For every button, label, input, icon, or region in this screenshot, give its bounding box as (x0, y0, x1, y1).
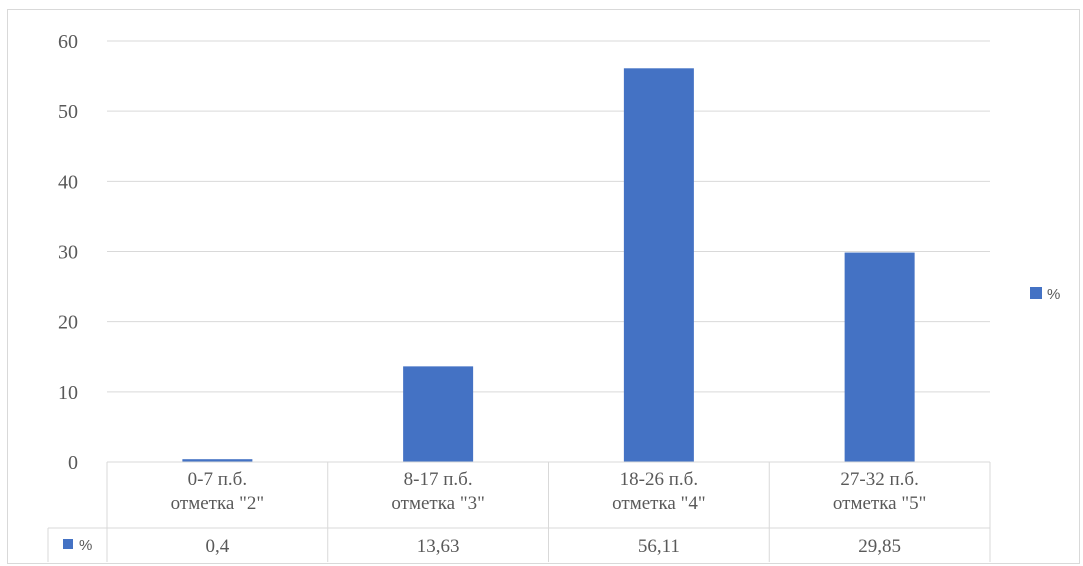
data-table-value: 29,85 (858, 536, 901, 557)
category-labels: 0-7 п.б. отметка "2" 8-17 п.б. отметка "3" 1… (171, 469, 927, 514)
y-tick-label: 0 (68, 452, 78, 474)
y-tick-label: 10 (58, 382, 78, 404)
y-tick-label: 30 (58, 242, 78, 264)
category-label: 8-17 п.б. (404, 469, 473, 490)
data-table-legend-key (63, 539, 73, 549)
legend: % (1030, 286, 1060, 303)
category-label: 27-32 п.б. (840, 469, 918, 490)
bars (182, 68, 915, 462)
gridlines (107, 40, 990, 393)
y-tick-label: 60 (58, 31, 78, 53)
y-tick-label: 50 (58, 101, 78, 123)
category-label: отметка "5" (833, 493, 926, 514)
category-label: 0-7 п.б. (188, 469, 247, 490)
category-label: отметка "3" (391, 493, 484, 514)
data-table-series-label: % (79, 537, 92, 554)
bar (844, 252, 915, 462)
y-tick-label: 20 (58, 312, 78, 334)
category-label: 18-26 п.б. (620, 469, 698, 490)
y-axis-tick-labels: 0 10 20 30 40 50 60 (58, 31, 78, 474)
data-table-value: 13,63 (417, 536, 460, 557)
data-table-value: 56,11 (638, 536, 680, 557)
bar (182, 459, 253, 462)
data-table: 0-7 п.б. отметка "2" 8-17 п.б. отметка "3" 1… (47, 461, 991, 562)
data-table-value: 0,4 (206, 536, 230, 557)
legend-key-percent (1030, 287, 1042, 299)
bar (403, 366, 474, 462)
category-label: отметка "4" (612, 493, 705, 514)
legend-label: % (1047, 286, 1060, 303)
data-table-values: 0,4 13,63 56,11 29,85 (206, 536, 902, 557)
y-tick-label: 40 (58, 171, 78, 193)
data-table-lines (47, 461, 991, 562)
category-label: отметка "2" (171, 493, 264, 514)
bar (623, 68, 694, 462)
